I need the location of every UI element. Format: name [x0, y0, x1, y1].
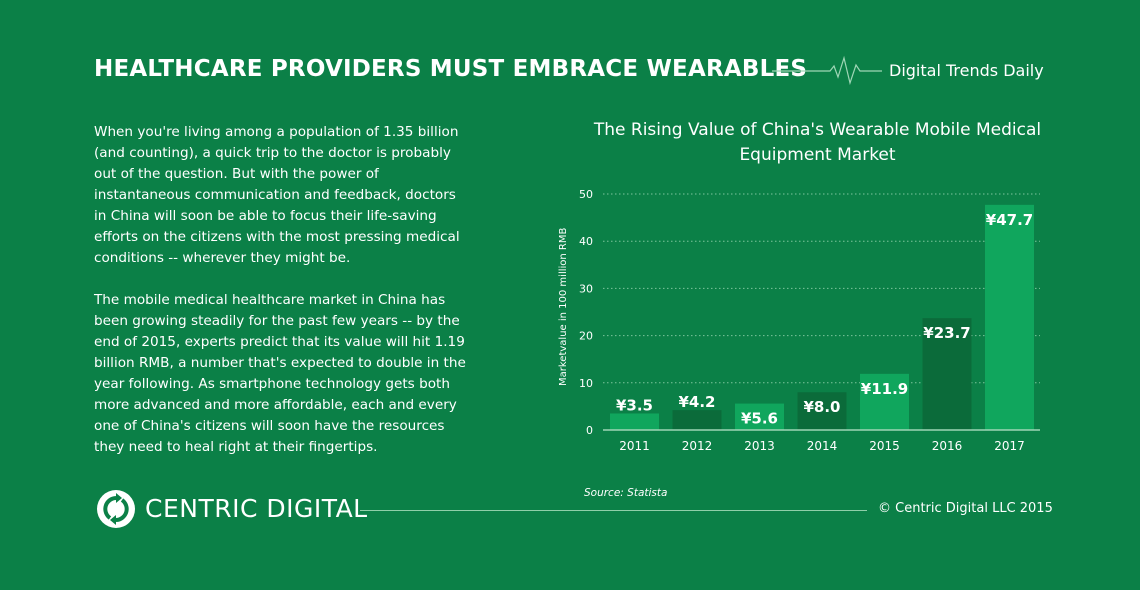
bar-2013 — [735, 403, 784, 430]
x-tick-label: 2015 — [869, 439, 900, 453]
bar-2016 — [922, 318, 972, 430]
page-title: HEALTHCARE PROVIDERS MUST EMBRACE WEARAB… — [94, 56, 808, 82]
bar-2014 — [797, 392, 847, 430]
x-tick-label: 2017 — [994, 439, 1025, 453]
x-tick-label: 2012 — [682, 439, 713, 453]
data-label: ¥3.5 — [616, 396, 653, 414]
y-tick-label: 50 — [579, 188, 593, 201]
data-label: ¥8.0 — [803, 398, 840, 416]
chart-title: The Rising Value of China's Wearable Mob… — [593, 120, 1042, 165]
heartbeat-line-icon — [772, 55, 882, 86]
body-text: When you're living among a population of… — [94, 122, 469, 479]
data-label: ¥47.7 — [986, 211, 1033, 229]
bar-2015 — [860, 373, 909, 430]
logo-text: CENTRIC DIGITAL — [145, 494, 368, 523]
centric-digital-logo-icon — [97, 490, 135, 528]
bar-chart: 0 10 20 30 40 50 ¥3.5 2011 ¥4.2 2012 ¥5.6 2013 ¥8.0 2… — [579, 188, 1040, 453]
paragraph: When you're living among a population of… — [94, 124, 460, 266]
copyright: © Centric Digital LLC 2015 — [878, 501, 1053, 516]
x-tick-label: 2013 — [744, 439, 775, 453]
y-tick-label: 10 — [579, 377, 593, 390]
data-label: ¥4.2 — [678, 393, 715, 411]
x-tick-label: 2011 — [619, 439, 650, 453]
bar-2011 — [610, 413, 659, 430]
y-tick-label: 30 — [579, 282, 593, 295]
y-tick-label: 20 — [579, 330, 593, 343]
brand-name: Digital Trends Daily — [889, 61, 1044, 80]
data-label: ¥11.9 — [861, 380, 908, 398]
bar-2017 — [985, 204, 1034, 430]
data-label: ¥5.6 — [741, 410, 778, 428]
x-tick-label: 2016 — [932, 439, 963, 453]
data-label: ¥23.7 — [923, 324, 970, 342]
paragraph: The mobile medical healthcare market in … — [94, 292, 466, 455]
y-tick-label: 0 — [586, 424, 593, 437]
y-tick-label: 40 — [579, 235, 593, 248]
bar-2012 — [672, 410, 722, 430]
footer-divider — [360, 510, 867, 511]
x-tick-label: 2014 — [807, 439, 838, 453]
source-note: Source: Statista — [584, 487, 668, 499]
